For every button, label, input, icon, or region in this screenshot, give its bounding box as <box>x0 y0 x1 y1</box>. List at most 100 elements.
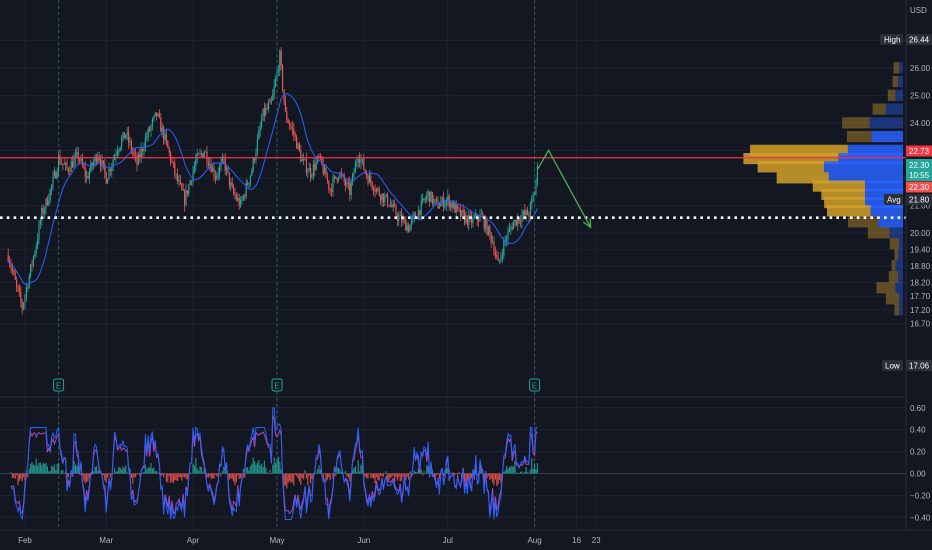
candle-down <box>331 189 333 193</box>
candle-up <box>205 151 207 153</box>
osc-hist-down <box>434 473 436 481</box>
osc-hist-up <box>426 465 428 474</box>
osc-hist-down <box>381 473 383 476</box>
osc-hist-up <box>504 470 506 474</box>
candle-down <box>395 206 397 216</box>
candle-down <box>482 214 484 217</box>
osc-hist-up <box>445 468 447 474</box>
candle-up <box>65 162 67 165</box>
oscillator-axis[interactable]: 0.60 0.40 0.20 0.00 −0.20 −0.40 <box>910 404 931 523</box>
osc-hist-down <box>24 473 26 481</box>
osc-hist-up <box>368 472 370 474</box>
osc-hist-up <box>146 469 148 474</box>
osc-hist-down <box>301 473 303 479</box>
candle-down <box>182 189 184 191</box>
candle-up <box>258 130 260 139</box>
candle-up <box>259 126 261 131</box>
candle-up <box>500 256 502 261</box>
oscillator-pane <box>0 407 906 520</box>
osc-hist-down <box>366 473 368 479</box>
osc-hist-down <box>168 473 170 477</box>
candle-up <box>501 255 503 257</box>
earnings-marker[interactable] <box>53 378 65 392</box>
candle-up <box>485 219 487 229</box>
osc-hist-down <box>179 473 181 478</box>
candle-down <box>342 174 344 176</box>
osc-hist-down <box>465 473 467 481</box>
candle-up <box>412 216 414 220</box>
vp-bar-down <box>888 271 899 283</box>
osc-hist-down <box>16 473 18 476</box>
candle-up <box>150 125 152 131</box>
osc-hist-up <box>224 468 226 474</box>
candle-down <box>170 152 172 162</box>
candle-up <box>475 214 477 218</box>
candle-up <box>76 151 78 155</box>
candle-up <box>140 148 142 158</box>
candle-down <box>329 188 331 190</box>
osc-hist-up <box>193 465 195 474</box>
candle-up <box>143 148 145 152</box>
osc-hist-down <box>213 473 215 479</box>
candle-down <box>325 167 327 178</box>
candle-up <box>122 132 124 139</box>
candle-up <box>195 159 197 167</box>
vp-bar-down <box>776 172 829 184</box>
candle-up <box>144 137 146 149</box>
candle-down <box>300 150 302 162</box>
candle-up <box>375 188 377 192</box>
osc-hist-down <box>11 473 13 478</box>
osc-hist-down <box>389 473 391 478</box>
osc-hist-down <box>109 473 111 478</box>
candle-down <box>95 156 97 163</box>
osc-hist-up <box>73 460 75 474</box>
earnings-marker[interactable] <box>529 378 541 392</box>
earnings-marker[interactable] <box>271 378 283 392</box>
osc-hist-down <box>364 473 366 477</box>
candle-down <box>340 172 342 175</box>
candle-up <box>245 182 247 197</box>
candle-down <box>20 292 22 302</box>
candle-up <box>153 116 155 120</box>
candle-up <box>226 167 228 171</box>
osc-tick-label: 0.20 <box>910 448 926 457</box>
candle-down <box>318 156 320 157</box>
osc-hist-up <box>149 468 151 474</box>
vp-bar-down <box>889 238 900 250</box>
earnings-marker-label: E <box>56 382 61 391</box>
candle-down <box>128 132 130 143</box>
vp-bar-up <box>824 161 903 173</box>
osc-hist-down <box>182 473 184 477</box>
osc-hist-up <box>531 458 533 474</box>
candle-up <box>455 204 457 213</box>
candle-up <box>492 242 494 243</box>
candle-down <box>160 117 162 132</box>
vp-bar-up <box>838 152 903 165</box>
candle-down <box>347 182 349 184</box>
osc-hist-down <box>325 473 327 482</box>
forecast-arrow[interactable] <box>536 149 592 229</box>
osc-hist-down <box>464 473 466 482</box>
osc-hist-down <box>130 473 132 478</box>
candle-up <box>307 171 309 173</box>
candle-down <box>227 167 229 173</box>
prev-close-box <box>906 181 932 193</box>
candle-up <box>23 302 25 309</box>
candle-down <box>139 154 141 158</box>
osc-hist-up <box>423 471 425 474</box>
osc-hist-up <box>318 465 320 474</box>
candle-down <box>213 167 215 177</box>
candle-up <box>426 195 428 200</box>
candle-down <box>511 227 513 229</box>
osc-hist-up <box>507 468 509 474</box>
time-axis[interactable]: Feb Mar Apr May Jun Jul Aug 16 23 <box>18 536 601 545</box>
candle-up <box>430 192 432 203</box>
osc-hist-down <box>216 473 218 477</box>
candle-up <box>532 195 534 199</box>
candle-down <box>283 89 285 101</box>
osc-hist-down <box>378 473 380 481</box>
candle-up <box>154 112 156 117</box>
candle-up <box>438 206 440 209</box>
